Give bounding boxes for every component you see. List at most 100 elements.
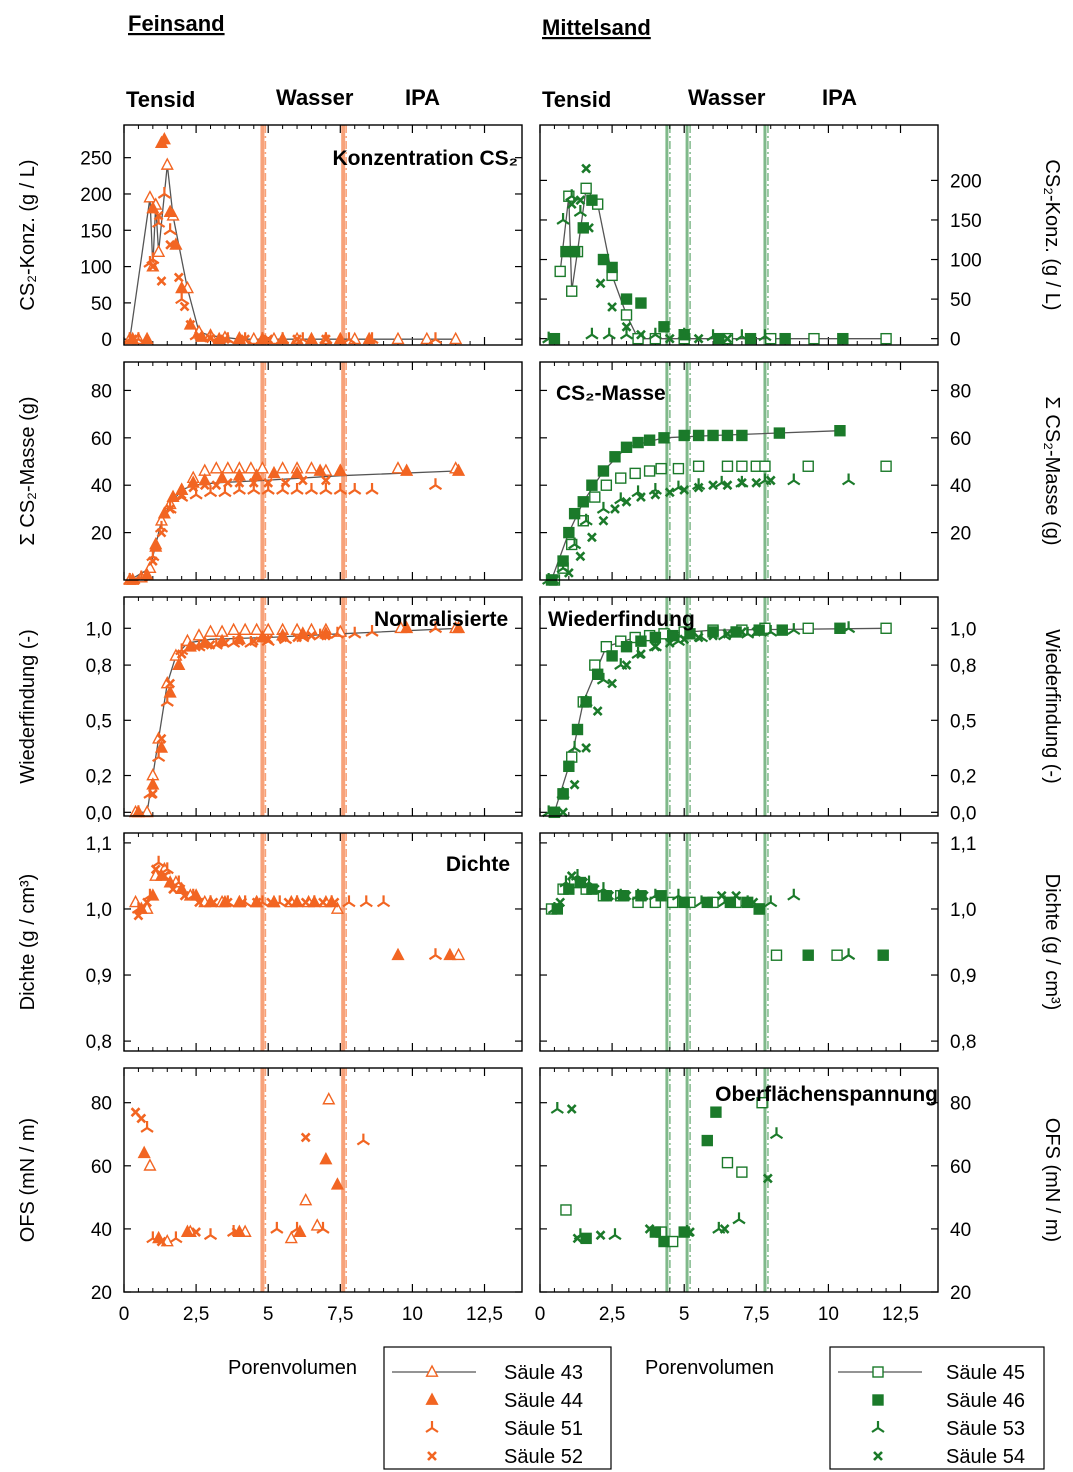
data-point <box>736 1166 748 1178</box>
y-tick-label-right: 1,0 <box>950 900 976 921</box>
data-point <box>185 319 196 330</box>
data-point <box>247 331 261 345</box>
data-point <box>560 1204 572 1216</box>
data-point <box>451 463 466 476</box>
phase-label-wasser-right: Wasser <box>688 85 766 110</box>
data-point <box>722 480 733 491</box>
data-point <box>147 788 158 799</box>
data-point <box>320 630 331 641</box>
data-point <box>151 750 166 763</box>
x-tick-label: 5 <box>263 1304 274 1325</box>
data-point <box>636 649 646 659</box>
y-tick-label-right: 0,9 <box>950 966 976 987</box>
data-point <box>449 331 463 345</box>
data-point <box>333 463 347 476</box>
series-säule-44 <box>134 868 457 961</box>
fit-line <box>129 164 456 340</box>
panel-konz-mittelsand: 0 50 100 150 200 CS₂-Konz. (g / L) <box>539 124 1063 351</box>
data-point <box>143 190 157 203</box>
data-point <box>300 897 311 908</box>
data-point <box>589 491 601 503</box>
data-point <box>666 896 679 909</box>
series-säule-45 <box>548 622 892 819</box>
data-point <box>208 897 219 908</box>
data-point <box>203 485 218 498</box>
data-point <box>234 477 245 488</box>
legend-marker <box>425 1364 439 1377</box>
data-point <box>566 285 578 297</box>
data-point <box>270 1221 284 1234</box>
data-point <box>595 278 606 289</box>
data-point <box>165 503 176 514</box>
data-point <box>649 1226 662 1238</box>
y-tick-label-left: 0,2 <box>86 767 112 788</box>
data-point <box>837 332 849 345</box>
data-point <box>655 462 667 475</box>
data-point <box>566 1104 577 1114</box>
data-point <box>163 223 177 236</box>
data-point <box>157 132 171 145</box>
data-point <box>333 482 347 495</box>
data-point <box>316 1221 330 1234</box>
legend-label: Säule 46 <box>946 1390 1025 1412</box>
data-point <box>237 897 248 908</box>
data-point <box>621 321 632 332</box>
y-tick-label-left: 0,8 <box>86 1032 112 1053</box>
data-point <box>586 194 598 206</box>
data-point <box>710 1106 722 1118</box>
data-point <box>575 551 586 562</box>
data-point <box>559 875 573 888</box>
data-point <box>263 477 274 488</box>
y-axis-label-right: OFS (mN / m) <box>1041 1118 1063 1242</box>
data-point <box>658 321 670 333</box>
data-point <box>702 897 713 908</box>
data-point <box>831 949 843 961</box>
data-point <box>222 477 233 488</box>
data-point <box>299 1193 313 1206</box>
data-point <box>563 760 575 773</box>
data-point <box>602 327 616 340</box>
panel-wiederfindung-mittelsand: 0,0 0,2 0,5 0,8 1,0 Wiederfindung (-) <box>539 596 1063 824</box>
y-tick-label-left: 60 <box>91 1157 112 1178</box>
data-point <box>664 333 675 344</box>
legend-label: Säule 51 <box>504 1418 583 1440</box>
series-säule-54 <box>566 163 733 344</box>
panel-masse-mittelsand: 20 40 60 80 Σ CS₂-Masse (g) <box>539 361 1063 586</box>
data-point <box>157 186 171 199</box>
data-point <box>400 620 414 634</box>
data-point <box>679 897 690 908</box>
data-point <box>706 329 720 342</box>
y-tick-label-left: 200 <box>80 185 112 206</box>
data-point <box>251 897 262 908</box>
x-axis-label: Porenvolumen <box>228 1357 357 1379</box>
data-point <box>671 888 686 901</box>
data-point <box>169 1231 183 1244</box>
data-point <box>765 332 777 345</box>
data-point <box>751 627 762 637</box>
data-point <box>292 334 302 345</box>
legend-box <box>829 1346 1045 1470</box>
data-point <box>650 489 661 500</box>
y-tick-label-right: 40 <box>950 1220 971 1241</box>
y-axis-label-left: Wiederfindung (-) <box>17 629 39 784</box>
legend-label: Säule 45 <box>946 1362 1025 1384</box>
data-point <box>575 195 586 206</box>
y-tick-label-left: 40 <box>91 1220 112 1241</box>
panel-wiederfindung-feinsand: 0,0 0,2 0,5 0,8 1,0 Wiederfindung (-) <box>17 596 523 824</box>
series-säule-53 <box>542 621 856 818</box>
data-point <box>231 1227 242 1237</box>
header-mittelsand: Mittelsand <box>542 15 651 40</box>
data-point <box>306 630 317 641</box>
data-point <box>597 465 610 477</box>
data-point <box>592 706 603 717</box>
data-point <box>255 461 269 474</box>
series-säule-43 <box>123 157 463 345</box>
y-tick-label-left: 0,8 <box>86 656 112 677</box>
data-point <box>658 1235 670 1248</box>
data-point <box>163 685 177 698</box>
data-point <box>636 492 646 502</box>
series-säule-52 <box>130 475 331 585</box>
data-point <box>736 460 748 472</box>
data-point <box>172 657 186 670</box>
data-point <box>577 496 589 508</box>
